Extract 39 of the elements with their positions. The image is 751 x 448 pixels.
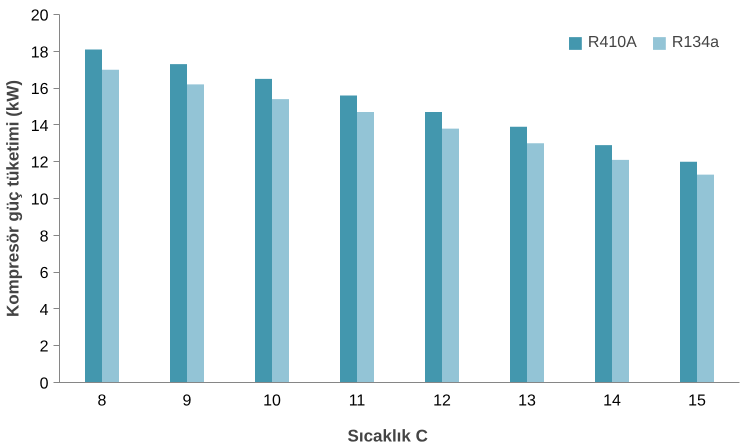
y-tick-label: 8	[40, 228, 49, 246]
y-tick-label: 4	[40, 302, 49, 319]
bar	[340, 95, 357, 382]
bar	[527, 143, 544, 382]
y-tick-label: 20	[30, 8, 49, 24]
x-tick-label: 14	[603, 392, 621, 410]
x-tick-label: 9	[182, 392, 192, 410]
y-tick-label: 0	[40, 376, 49, 392]
y-tick-label: 14	[30, 118, 49, 135]
bar	[595, 145, 612, 382]
bar	[85, 49, 102, 382]
legend-label: R410A	[588, 34, 637, 52]
y-tick-label: 2	[40, 338, 49, 356]
legend-label: R134a	[672, 34, 719, 52]
x-tick-label: 13	[518, 392, 536, 410]
x-tick-label: 15	[688, 392, 706, 410]
bar	[102, 70, 119, 382]
x-axis-title: Sıcaklık C	[348, 426, 428, 446]
bar	[170, 64, 187, 382]
bar	[357, 112, 374, 382]
bar	[680, 162, 697, 382]
bar	[697, 174, 714, 382]
y-tick-label: 6	[40, 265, 49, 282]
bar	[612, 160, 629, 382]
x-tick-label: 8	[98, 392, 107, 410]
bar	[510, 126, 527, 382]
x-tick-label: 10	[263, 392, 281, 410]
x-tick-label: 11	[348, 392, 366, 410]
x-tick-label: 12	[433, 392, 451, 410]
y-tick-label: 12	[30, 154, 49, 172]
bar	[187, 84, 204, 382]
bar	[442, 128, 459, 382]
y-tick-label: 18	[30, 44, 49, 62]
bar	[255, 78, 272, 382]
y-tick-label: 10	[30, 192, 49, 208]
bar	[425, 112, 442, 382]
bar	[272, 99, 289, 382]
y-axis-title: Kompresör güç tüketimi (kW)	[4, 80, 23, 318]
y-tick-label: 16	[30, 81, 49, 98]
